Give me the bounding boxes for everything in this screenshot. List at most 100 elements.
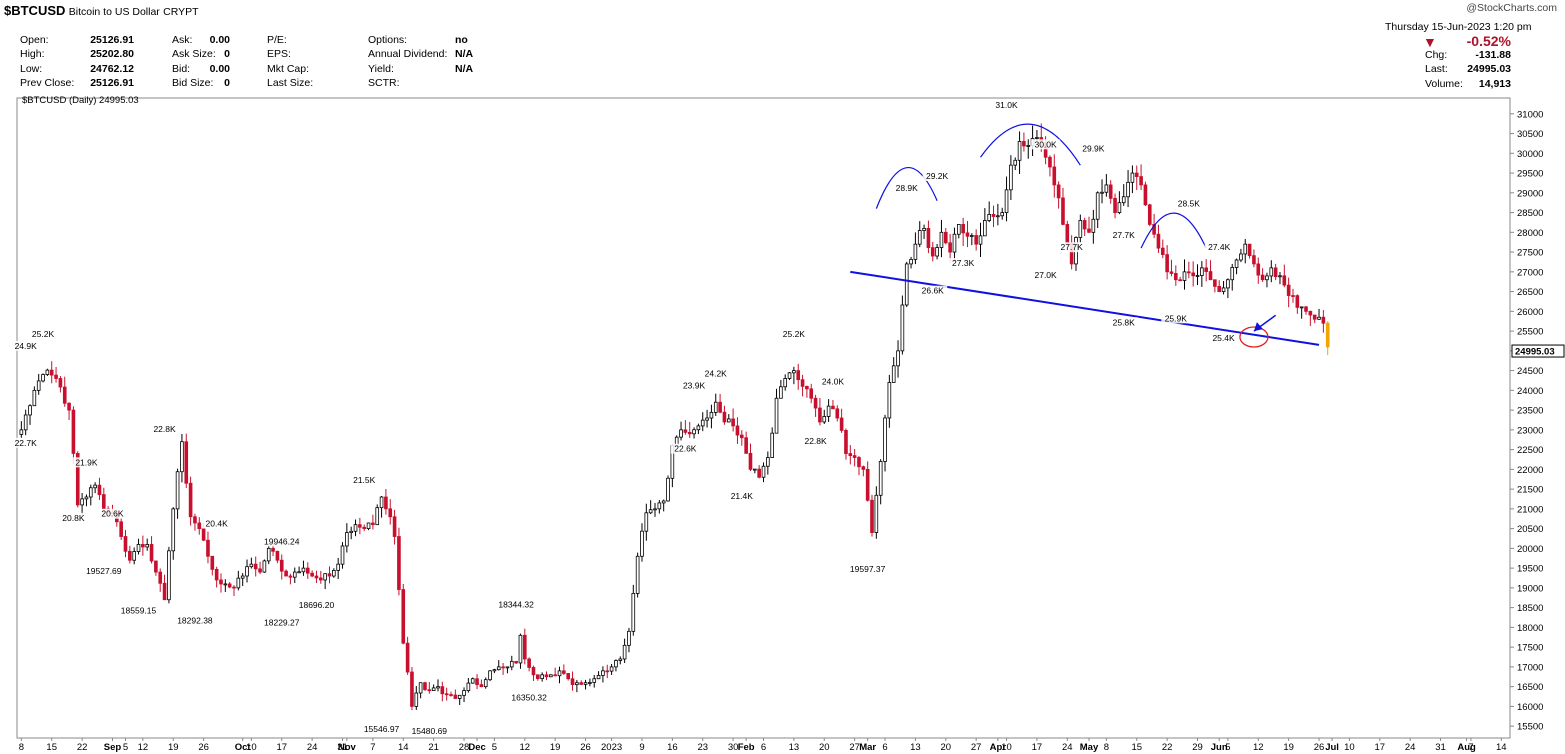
candle — [1213, 279, 1217, 293]
candle — [1187, 261, 1191, 279]
candle — [952, 227, 957, 262]
y-tick-label: 26500 — [1517, 287, 1543, 298]
y-tick-label: 28500 — [1517, 208, 1543, 219]
price-label: 27.7K — [1057, 242, 1087, 253]
symbol: $BTCUSD — [4, 3, 66, 18]
x-tick-label: 6 — [761, 742, 766, 753]
candle — [418, 682, 423, 699]
x-tick-label: 8 — [19, 742, 24, 753]
candle — [1295, 294, 1300, 314]
svg-text:25.2K: 25.2K — [783, 329, 806, 339]
price-label: 26.6K — [918, 285, 948, 296]
candle — [119, 517, 123, 541]
candle — [514, 660, 518, 665]
field-value: 25126.91 — [90, 76, 134, 89]
svg-text:27.0K: 27.0K — [1034, 270, 1057, 280]
price-label: 19527.69 — [81, 566, 126, 577]
candle — [1026, 139, 1031, 159]
candle — [700, 412, 705, 432]
candle — [1278, 272, 1282, 285]
candle — [579, 680, 584, 686]
y-tick-label: 28000 — [1517, 228, 1543, 239]
candle — [930, 241, 935, 262]
candle — [943, 227, 948, 245]
field-value: 24762.12 — [90, 62, 134, 75]
candle — [97, 477, 102, 500]
candle — [926, 220, 931, 254]
candle — [566, 672, 571, 681]
candle — [392, 509, 397, 545]
x-tick-label: Mar — [859, 742, 876, 753]
candle — [544, 671, 549, 681]
field-value: N/A — [455, 62, 474, 75]
candle — [870, 494, 874, 537]
x-tick-label: 31 — [337, 742, 348, 753]
candle — [136, 538, 141, 555]
candle — [1104, 174, 1109, 197]
candle — [609, 663, 614, 675]
candle — [54, 367, 58, 383]
candle — [1200, 261, 1204, 287]
candle — [436, 679, 440, 692]
x-tick-label: 15 — [46, 742, 57, 753]
candle — [158, 568, 163, 592]
candle — [427, 681, 432, 694]
y-tick-label: 30500 — [1517, 129, 1543, 140]
price-label: 18229.27 — [259, 617, 304, 628]
candle — [384, 489, 388, 515]
svg-text:26.6K: 26.6K — [922, 286, 945, 296]
candle — [809, 383, 814, 404]
candle — [167, 546, 171, 604]
candle — [1117, 191, 1122, 215]
candle — [861, 465, 866, 477]
field-value: N/A — [455, 48, 474, 61]
field-label: Prev Close: — [20, 76, 75, 89]
candle — [627, 627, 631, 653]
candle — [961, 217, 965, 247]
candle — [58, 375, 63, 393]
x-tick-label: 5 — [123, 742, 128, 753]
candle — [796, 363, 801, 390]
candle — [909, 256, 913, 269]
candle — [1226, 278, 1230, 299]
candle — [410, 666, 414, 711]
svg-text:23.9K: 23.9K — [683, 380, 706, 390]
candle — [735, 417, 740, 444]
highlight-circle — [1239, 326, 1269, 348]
candle — [479, 679, 484, 688]
change-pct: -0.52% — [1466, 33, 1511, 49]
candle — [388, 499, 393, 525]
candle — [800, 374, 805, 397]
candle — [648, 500, 653, 515]
candle — [318, 570, 323, 584]
y-tick-label: 30000 — [1517, 149, 1543, 160]
price-label: 22.7K — [11, 437, 41, 448]
x-tick-label: 10 — [1344, 742, 1355, 753]
candle — [887, 374, 892, 428]
candle — [874, 486, 879, 539]
candle — [123, 529, 128, 558]
candle — [1317, 308, 1321, 320]
y-tick-label: 20000 — [1517, 544, 1543, 555]
x-tick-label: 10 — [1001, 742, 1012, 753]
candle — [635, 552, 640, 598]
candle — [375, 504, 380, 526]
candle — [991, 205, 996, 228]
x-tick-label: 10 — [246, 742, 257, 753]
svg-text:25.2K: 25.2K — [32, 329, 55, 339]
credit[interactable]: @StockCharts.com — [1466, 2, 1557, 14]
candle — [379, 495, 384, 518]
candle — [423, 681, 427, 691]
y-tick-label: 29000 — [1517, 188, 1543, 199]
field-label: Ask Size: — [172, 48, 216, 61]
price-label: 21.9K — [71, 457, 101, 468]
chart-legend: $BTCUSD (Daily) 24995.03 — [22, 95, 139, 106]
svg-text:18292.38: 18292.38 — [177, 616, 213, 626]
candle — [839, 408, 844, 433]
price-label: 29.9K — [1078, 143, 1108, 154]
x-tick-label: 14 — [1496, 742, 1507, 753]
x-tick-label: 2023 — [601, 742, 622, 753]
candle — [1108, 180, 1113, 204]
candle — [844, 428, 848, 460]
